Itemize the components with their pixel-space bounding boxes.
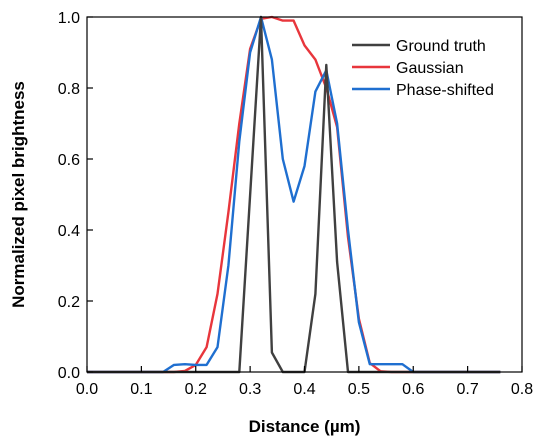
x-tick-label: 0.0 [76,381,98,398]
y-axis-ticks: 0.0 0.2 0.4 0.6 0.8 1.0 [58,10,93,382]
y-tick-label: 0.0 [58,365,80,382]
y-tick-label: 0.4 [58,223,80,240]
y-tick-label: 0.2 [58,294,80,311]
y-tick-label: 0.8 [58,81,80,98]
y-tick-label: 0.6 [58,152,80,169]
x-axis-ticks: 0.0 0.1 0.2 0.3 0.4 0.5 0.6 0.7 0.8 [76,366,533,398]
x-tick-label: 0.1 [130,381,152,398]
x-tick-label: 0.7 [457,381,479,398]
legend: Ground truth Gaussian Phase-shifted [352,38,494,99]
legend-label: Phase-shifted [396,82,494,99]
y-axis-label: Normalized pixel brightness [9,81,28,308]
x-tick-label: 0.6 [402,381,424,398]
legend-label: Ground truth [396,38,486,55]
series-line-phase-shifted [87,15,501,374]
x-tick-label: 0.5 [348,381,370,398]
y-tick-label: 1.0 [58,10,80,27]
x-tick-label: 0.4 [293,381,315,398]
x-tick-label: 0.8 [511,381,533,398]
x-tick-label: 0.3 [239,381,261,398]
legend-label: Gaussian [396,60,464,77]
x-tick-label: 0.2 [185,381,207,398]
x-axis-label: Distance (µm) [249,417,361,436]
